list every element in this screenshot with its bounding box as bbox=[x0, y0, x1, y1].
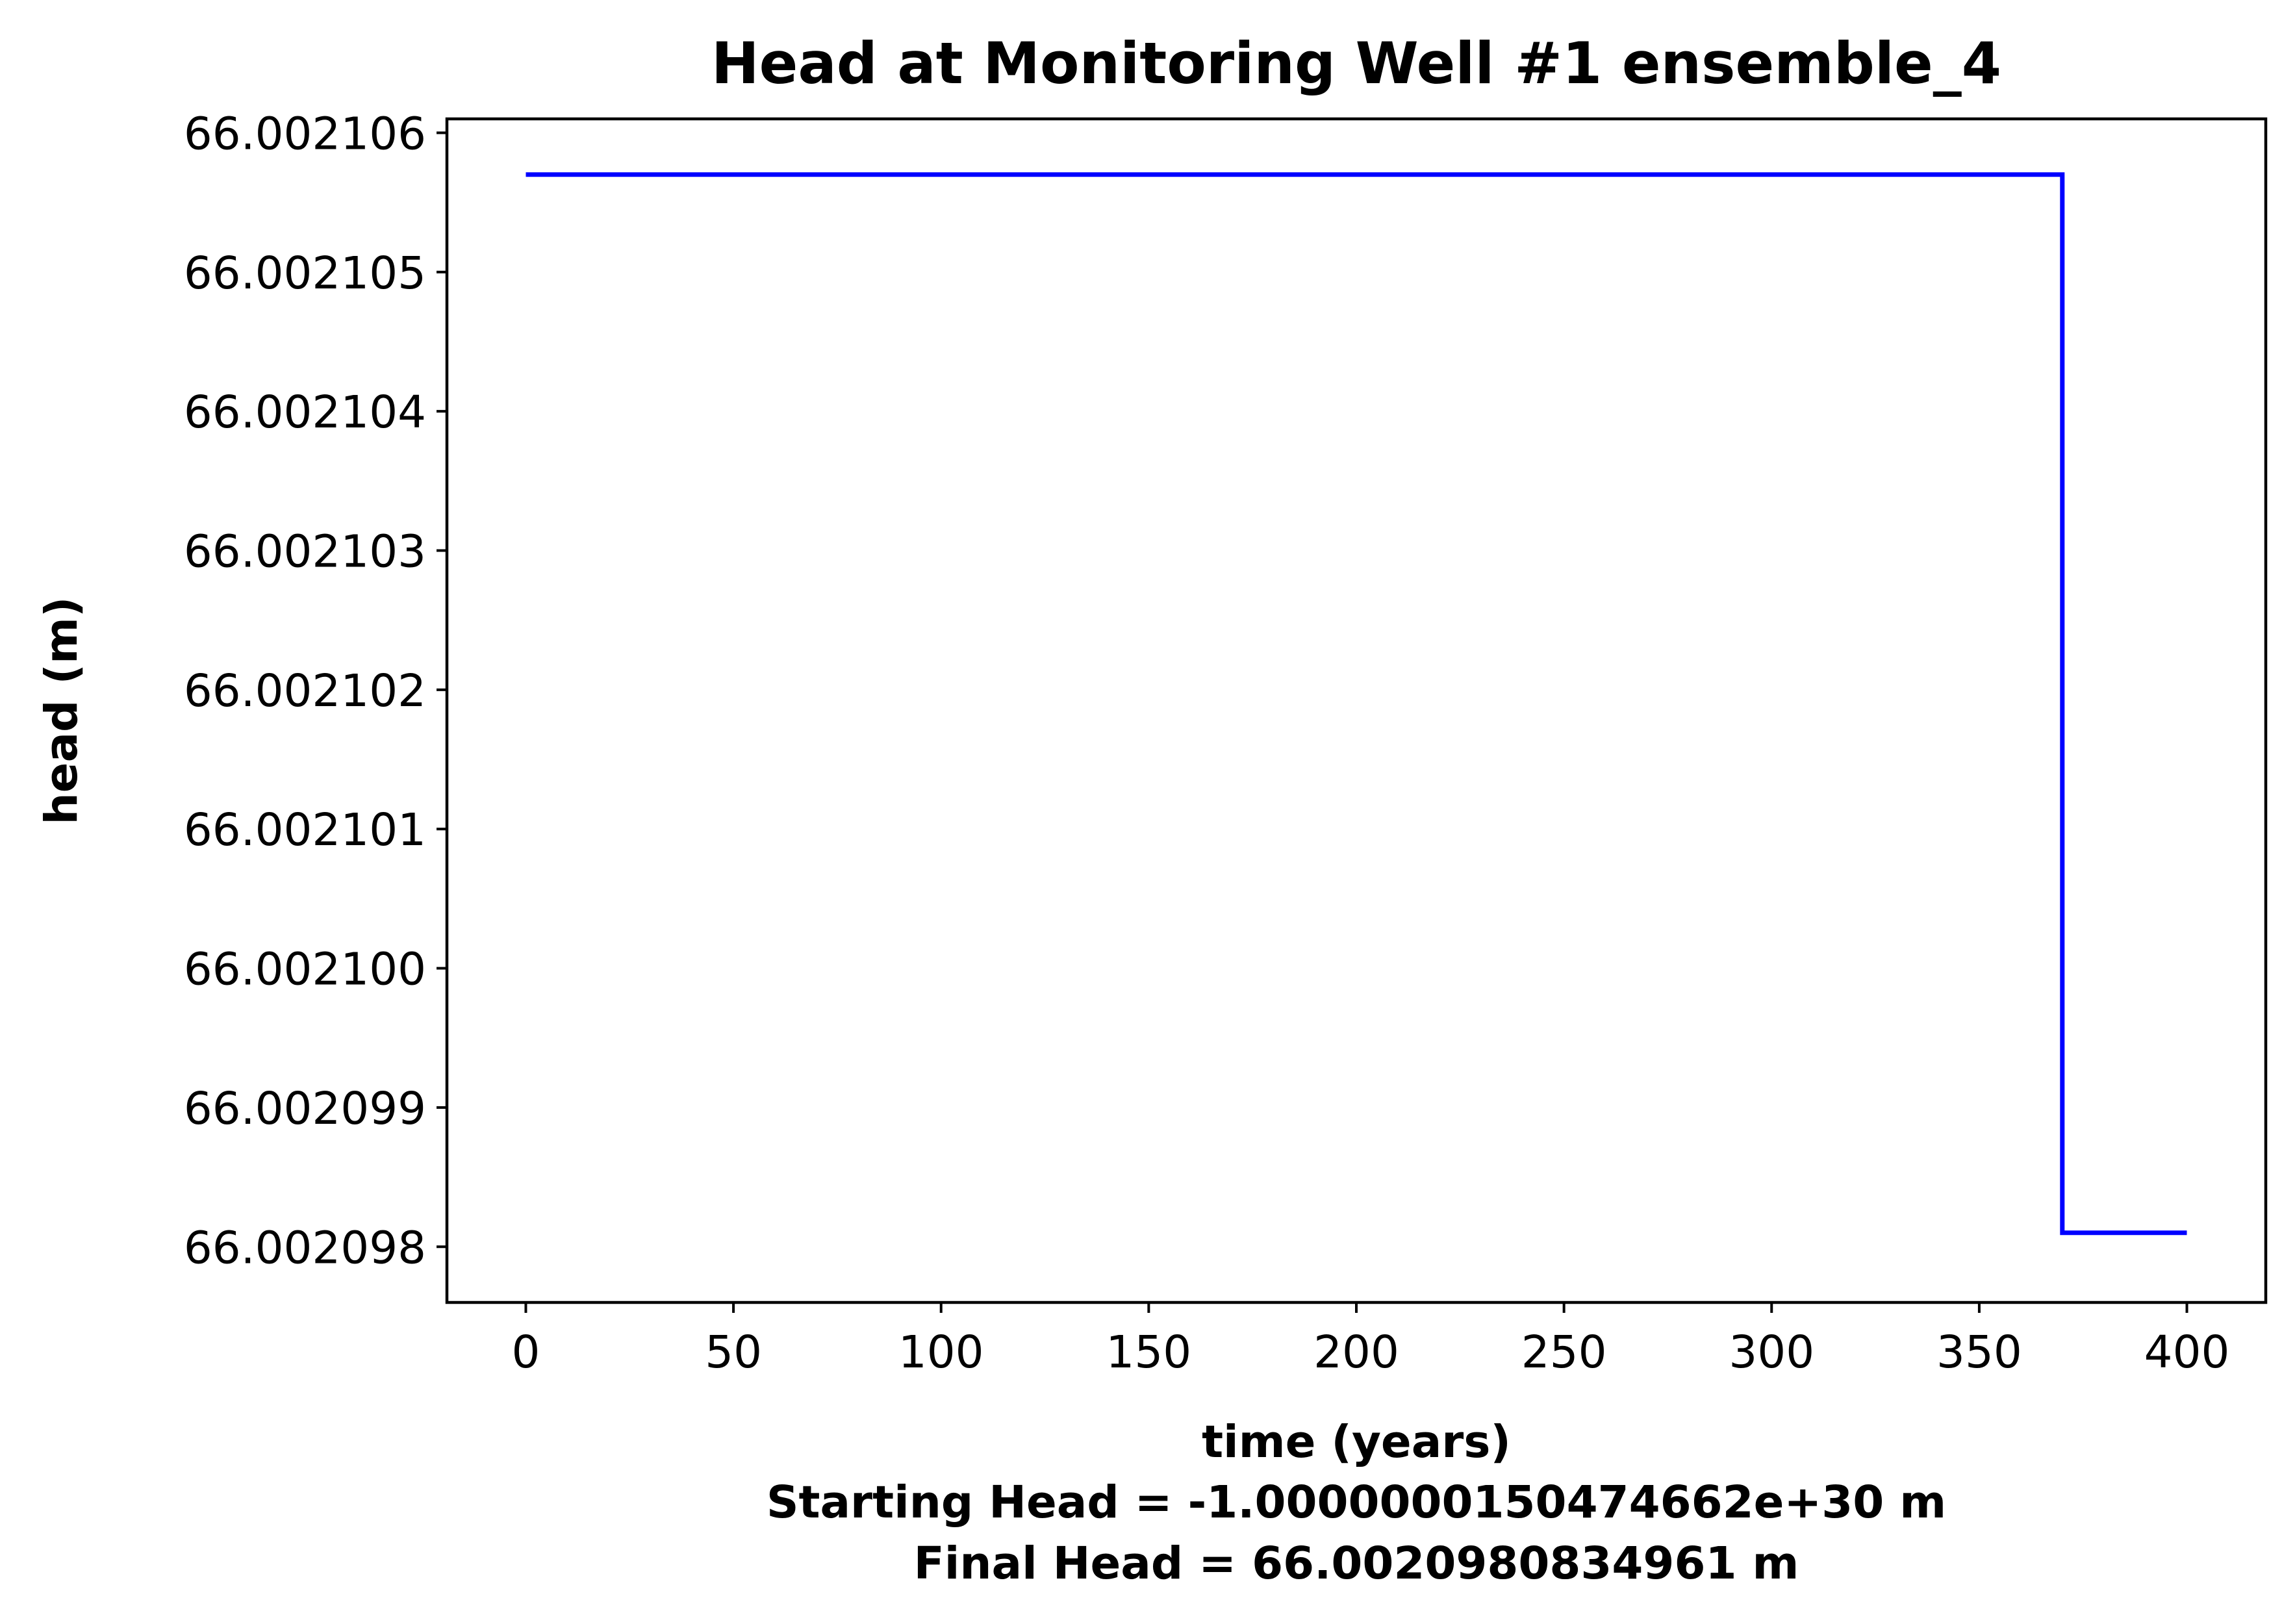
series-group bbox=[526, 172, 2187, 1236]
x-tick-label: 100 bbox=[898, 1326, 984, 1378]
x-tick-label: 200 bbox=[1313, 1326, 1399, 1378]
y-tick-label: 66.002100 bbox=[184, 944, 426, 996]
x-tick-label: 150 bbox=[1106, 1326, 1192, 1378]
x-tick-label: 250 bbox=[1521, 1326, 1607, 1378]
chart-title: Head at Monitoring Well #1 ensemble_4 bbox=[711, 30, 2001, 97]
footer-final-head: Final Head = 66.0020980834961 m bbox=[914, 1538, 1799, 1590]
y-tick-label: 66.002102 bbox=[184, 665, 426, 717]
y-axis-ticks: 66.002098 66.002099 66.002100 66.002101 66.0… bbox=[184, 108, 447, 1274]
y-axis-label: head (m) bbox=[36, 597, 88, 825]
footer-starting-head: Starting Head = -1.0000000150474662e+30 … bbox=[767, 1477, 1946, 1529]
plot-frame bbox=[445, 117, 2268, 1304]
x-tick-label: 300 bbox=[1729, 1326, 1814, 1378]
y-tick-label: 66.002105 bbox=[184, 247, 426, 299]
x-tick-label: 0 bbox=[512, 1326, 540, 1378]
y-tick-label: 66.002103 bbox=[184, 526, 426, 577]
series-line bbox=[526, 172, 2187, 1236]
x-tick-label: 350 bbox=[1936, 1326, 2022, 1378]
y-tick-label: 66.002099 bbox=[184, 1083, 426, 1135]
x-tick-label: 50 bbox=[705, 1326, 762, 1378]
x-axis-ticks: 0 50 100 150 200 250 300 350 400 bbox=[512, 1302, 2230, 1378]
y-tick-label: 66.002098 bbox=[184, 1222, 426, 1274]
x-tick-label: 400 bbox=[2144, 1326, 2230, 1378]
y-tick-label: 66.002101 bbox=[184, 804, 426, 856]
y-tick-label: 66.002104 bbox=[184, 387, 426, 438]
x-axis-label: time (years) bbox=[1202, 1416, 1511, 1468]
y-tick-label: 66.002106 bbox=[184, 108, 426, 160]
